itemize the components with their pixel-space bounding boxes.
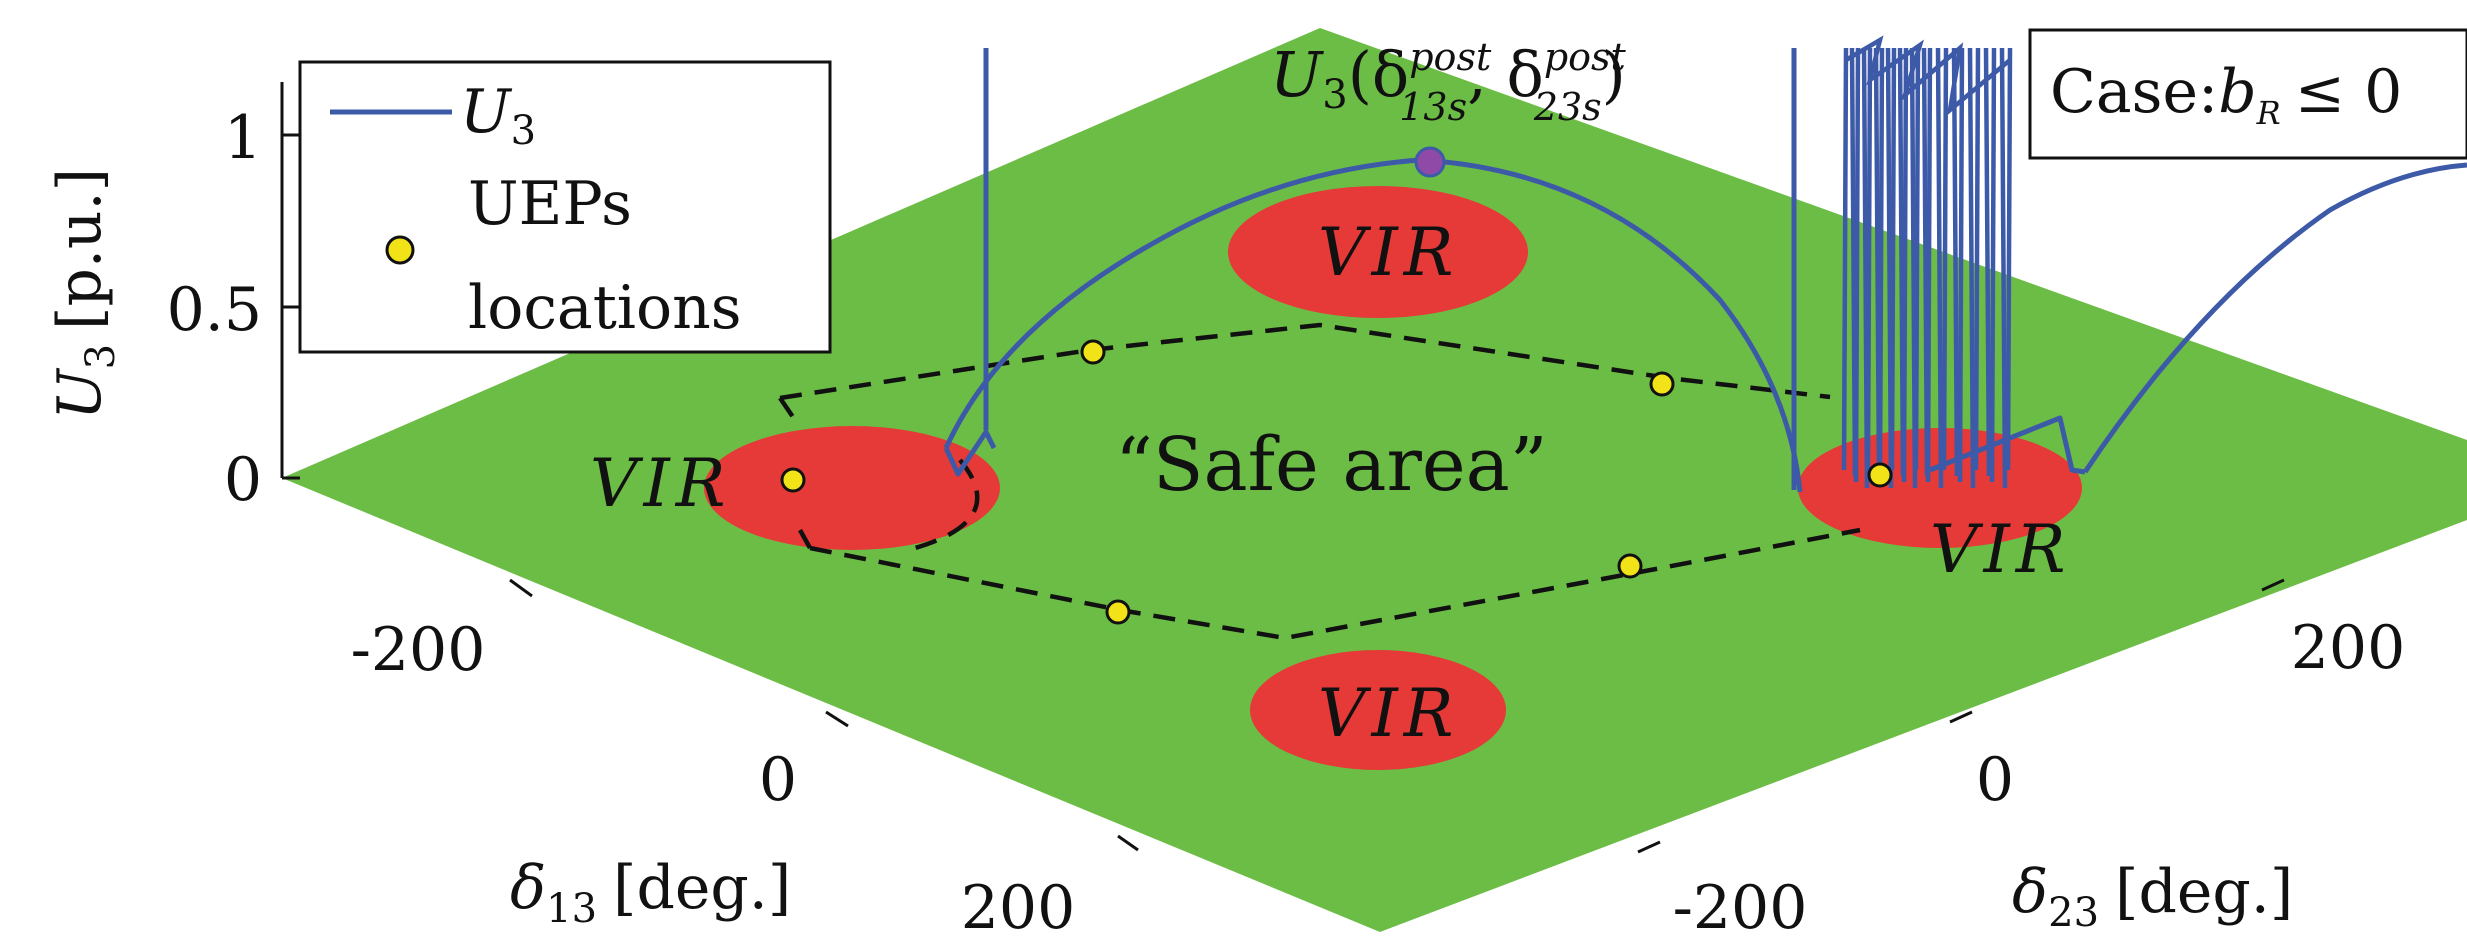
x-axis-ticks <box>509 578 1139 852</box>
case-box-text: Case:bR ≤ 0 <box>2050 57 2402 132</box>
peak-label: U3(δpost 13s, δpost 23s) <box>1270 35 1627 129</box>
oscillation-trace <box>1973 47 1981 471</box>
vir-top <box>1228 186 1528 318</box>
uep-markers <box>780 339 1893 625</box>
oscillation-trace <box>1889 47 1897 471</box>
uep-upper-right <box>1649 371 1675 397</box>
legend-entry-u3: U3 <box>460 77 536 154</box>
oscillation-trace <box>2005 47 2013 471</box>
x-tick-neg200: -200 <box>351 615 486 685</box>
oscillation-trace <box>1913 47 1921 471</box>
vir-left <box>704 426 1000 550</box>
safe-area-boundary <box>778 322 1861 641</box>
oscillation-trace <box>1983 47 1992 477</box>
oscillation-trace <box>1841 47 1849 471</box>
uep-left <box>780 467 806 493</box>
oscillation-trace <box>1925 47 1933 483</box>
legend-entry-ueps-line1: UEPs <box>468 169 632 239</box>
y-tick-0: 0 <box>1976 745 2014 815</box>
u3-tail-base <box>1929 415 2086 475</box>
uep-upper-left <box>1080 339 1106 365</box>
u3-oscillation <box>1841 35 2013 489</box>
boundary-left-arc <box>914 458 980 551</box>
x-tick-200: 200 <box>961 873 1076 932</box>
boundary-top <box>779 322 1831 401</box>
z-axis <box>280 82 300 480</box>
oscillation-trace <box>1989 47 1997 483</box>
oscillation-trace <box>1951 47 1960 477</box>
safe-area-label: “Safe area” <box>1115 422 1548 508</box>
peak-marker <box>1414 146 1446 178</box>
u3-arc-left-end <box>943 429 997 477</box>
oscillation-trace <box>1877 47 1885 483</box>
oscillation-trace <box>1967 47 1976 489</box>
oscillation-trace <box>1901 47 1909 483</box>
boundary-bottom <box>809 527 1861 641</box>
case-box: Case:bR ≤ 0 <box>2028 28 2467 160</box>
oscillation-trace <box>1957 47 1965 483</box>
uep-lower-left <box>1105 599 1131 625</box>
z-tick-0-5: 0.5 <box>167 275 262 345</box>
vir-label-bottom: VIR <box>1318 675 1459 752</box>
z-tick-0: 0 <box>224 445 262 515</box>
svg-text:U3[p.u.]: U3[p.u.] <box>45 168 124 420</box>
uep-lower-right <box>1617 553 1643 579</box>
x-axis-label: δ13 [deg.] <box>510 853 791 932</box>
u3-tail <box>2082 162 2467 474</box>
legend: U3 UEPs locations <box>298 60 832 354</box>
uep-right <box>1867 462 1893 488</box>
case-box-frame <box>2028 28 2467 160</box>
oscillation-trace <box>1853 47 1861 483</box>
y-tick-200: 200 <box>2291 613 2406 683</box>
oscillation-trace <box>1941 47 1949 471</box>
oscillation-top <box>1844 35 2012 116</box>
x-tick-0: 0 <box>759 745 797 815</box>
oscillation-trace <box>1999 47 2008 489</box>
vir-label-left: VIR <box>590 445 731 522</box>
boundary-left-cap <box>778 396 812 550</box>
y-axis-ticks <box>1637 578 2285 854</box>
z-axis-label: U3[p.u.] <box>45 168 124 420</box>
legend-uep-swatch <box>385 235 415 265</box>
oscillation-trace <box>1865 47 1873 471</box>
y-tick-neg200: -200 <box>1673 873 1808 932</box>
vir-label-right: VIR <box>1930 511 2071 588</box>
oscillation-trace <box>1935 47 1944 489</box>
legend-entry-ueps-line2: locations <box>468 273 742 343</box>
vir-bottom <box>1250 650 1506 770</box>
vir-label-top: VIR <box>1318 214 1459 291</box>
y-axis-label: δ23 [deg.] <box>2012 857 2293 932</box>
z-tick-1: 1 <box>224 103 262 173</box>
